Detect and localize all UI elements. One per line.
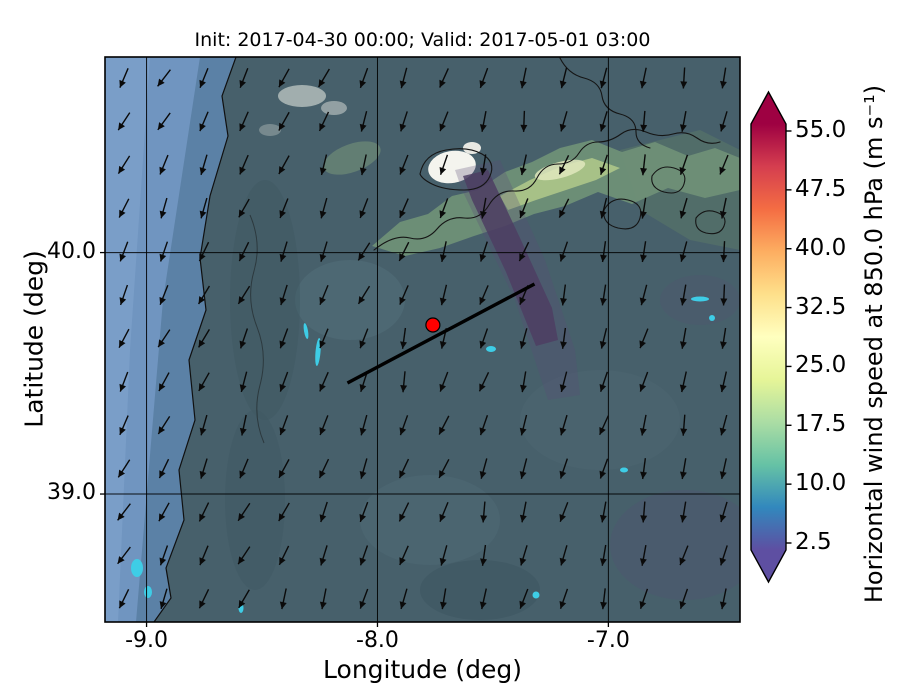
- wind-arrow-field: [117, 67, 729, 610]
- y-tick-label: 40.0: [47, 238, 96, 264]
- colorbar-tick-label: 40.0: [795, 234, 847, 261]
- colorbar-tick-label: 25.0: [795, 352, 847, 379]
- cross-section-line: [346, 282, 536, 385]
- colorbar-tick-label: 32.5: [795, 293, 847, 320]
- colorbar-label: Horizontal wind speed at 850.0 hPa (m s⁻…: [860, 84, 888, 604]
- colorbar-tick-label: 10.0: [795, 470, 847, 497]
- x-tick-label: -9.0: [125, 628, 169, 653]
- y-axis-label: Latitude (deg): [19, 250, 49, 428]
- y-tick-label: 39.0: [47, 480, 96, 506]
- location-marker: [425, 317, 441, 333]
- colorbar-tick-label: 2.5: [795, 529, 832, 555]
- plot-title: Init: 2017-04-30 00:00; Valid: 2017-05-0…: [194, 29, 651, 51]
- colorbar-tick-label: 55.0: [795, 117, 847, 143]
- colorbar-tick-label: 47.5: [795, 175, 847, 202]
- colorbar: [750, 90, 792, 584]
- x-tick-label: -8.0: [356, 628, 399, 653]
- x-tick-label: -7.0: [586, 628, 630, 653]
- colorbar-tick-label: 17.5: [795, 411, 847, 438]
- x-axis-label: Longitude (deg): [323, 655, 522, 684]
- axes-frame: [104, 56, 741, 623]
- map-layers: [105, 57, 740, 622]
